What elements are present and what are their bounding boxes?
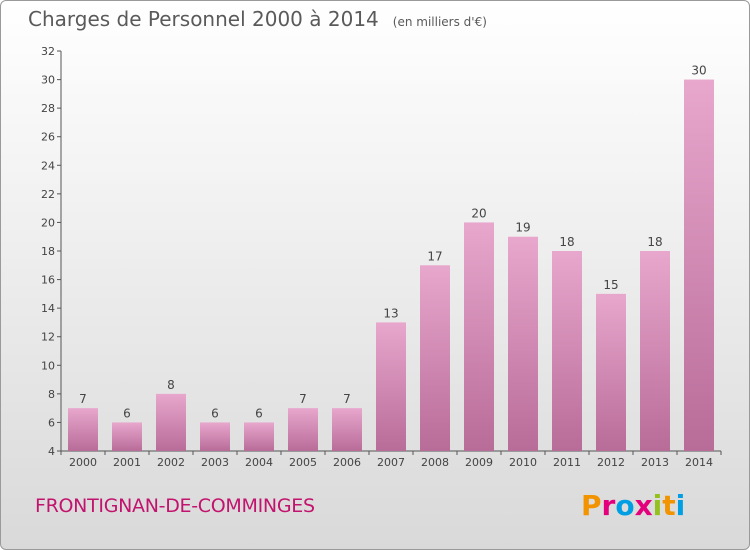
bar [376,322,406,451]
data-label: 7 [299,392,307,406]
x-tick-label: 2000 [69,456,97,469]
x-tick-label: 2012 [597,456,625,469]
data-label: 30 [691,64,706,78]
y-tick-label: 14 [41,302,55,315]
bar [244,422,274,451]
logo-letter: P [581,489,602,522]
data-label: 18 [647,235,662,249]
bar [640,251,670,451]
proxiti-logo: Proxiti [581,489,685,522]
y-tick-label: 20 [41,216,55,229]
x-tick-label: 2007 [377,456,405,469]
data-label: 20 [471,206,486,220]
logo-letter: t [662,489,676,522]
x-tick-label: 2006 [333,456,361,469]
bar [200,422,230,451]
data-label: 8 [167,378,175,392]
x-tick-label: 2008 [421,456,449,469]
x-tick-label: 2011 [553,456,581,469]
bar [552,251,582,451]
data-label: 19 [515,221,530,235]
chart-title-text: Charges de Personnel 2000 à 2014 [28,7,379,31]
y-tick-label: 10 [41,359,55,372]
y-tick-label: 16 [41,274,55,287]
bar [332,408,362,451]
x-tick-label: 2001 [113,456,141,469]
logo-letter: i [652,489,663,522]
bar [112,422,142,451]
y-tick-label: 30 [41,74,55,87]
data-label: 6 [211,406,219,420]
x-tick-label: 2014 [685,456,713,469]
chart-subtitle: (en milliers d'€) [392,15,487,29]
y-tick-label: 32 [41,45,55,58]
y-tick-label: 22 [41,188,55,201]
logo-letter: o [615,489,635,522]
bar [508,236,538,451]
y-tick-label: 8 [48,388,55,401]
data-label: 17 [427,249,442,263]
logo-letter: i [675,489,686,522]
bar [464,222,494,451]
logo-letter: r [601,489,616,522]
data-label: 6 [255,406,263,420]
bar [156,393,186,451]
chart-title: Charges de Personnel 2000 à 2014 (en mill… [28,7,487,31]
x-tick-label: 2005 [289,456,317,469]
y-tick-label: 6 [48,416,55,429]
y-tick-label: 4 [48,445,55,458]
x-tick-label: 2009 [465,456,493,469]
bar [288,408,318,451]
data-label: 18 [559,235,574,249]
data-label: 7 [343,392,351,406]
data-label: 15 [603,278,618,292]
logo-letter: x [634,489,653,522]
x-tick-label: 2003 [201,456,229,469]
x-tick-label: 2010 [509,456,537,469]
bar [596,293,626,451]
y-tick-label: 28 [41,102,55,115]
y-tick-label: 24 [41,159,55,172]
data-label: 7 [79,392,87,406]
data-label: 6 [123,406,131,420]
bar [684,79,714,452]
x-tick-label: 2013 [641,456,669,469]
y-tick-label: 26 [41,131,55,144]
x-tick-label: 2004 [245,456,273,469]
bar [420,265,450,451]
bar [68,408,98,451]
y-tick-label: 18 [41,245,55,258]
city-name: FRONTIGNAN-DE-COMMINGES [35,495,315,517]
x-tick-label: 2002 [157,456,185,469]
y-tick-label: 12 [41,331,55,344]
data-label: 13 [383,306,398,320]
